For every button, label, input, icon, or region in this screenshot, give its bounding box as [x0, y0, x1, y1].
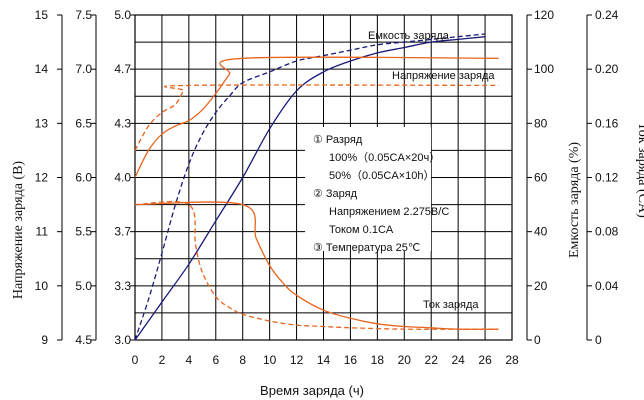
x-tick-label: 26	[478, 353, 492, 367]
voltage-cell-axis-tick-label: 3.0	[114, 333, 131, 347]
annotation-line: ② Заряд	[313, 188, 358, 200]
capacity-axis-tick-label: 80	[534, 116, 548, 130]
voltage-12v-axis-tick-label: 13	[35, 116, 49, 130]
capacity-axis-tick-label: 20	[534, 279, 548, 293]
capacity-axis-tick-label: 40	[534, 225, 548, 239]
x-tick-label: 20	[398, 353, 412, 367]
series-group	[134, 33, 499, 341]
voltage-curve-label: Напряжение заряда	[392, 70, 495, 82]
current-axis-tick-label: 0	[595, 333, 602, 347]
voltage-6v-axis-tick-label: 5.5	[75, 225, 92, 239]
x-tick-label: 16	[344, 353, 358, 367]
current-axis-tick-label: 0.16	[595, 116, 619, 130]
current-axis-tick-label: 0.04	[595, 279, 619, 293]
capacity-curve-label: Емкость заряда	[368, 30, 450, 42]
voltage-cell-axis-tick-label: 5.0	[114, 8, 131, 22]
voltage-6v-axis-tick-label: 7.5	[75, 8, 92, 22]
x-axis-title: Время заряда (ч)	[260, 383, 364, 398]
current-axis-tick-label: 0.12	[595, 171, 619, 185]
capacity-axis-tick-label: 100	[534, 62, 554, 76]
annotation-line: ③ Температура 25℃	[313, 242, 420, 254]
voltage-6v-axis-tick-label: 7.0	[75, 62, 92, 76]
voltage-6v-axis-tick-label: 6.0	[75, 171, 92, 185]
current-solid-series-line	[134, 201, 499, 330]
x-tick-label: 8	[239, 353, 246, 367]
capacity-solid-series-line	[134, 36, 486, 341]
annotation-line: 100%（0.05CA×20ч）	[329, 151, 440, 164]
current-axis-tick-label: 0.24	[595, 8, 619, 22]
annotation-line: ① Разряд	[313, 134, 363, 146]
capacity-axis-title: Емкость заряда (%)	[567, 142, 582, 258]
x-tick-label: 2	[159, 353, 166, 367]
x-tick-label: 10	[263, 353, 277, 367]
voltage-cell-axis-tick-label: 4.3	[114, 116, 131, 130]
voltage-cell-axis-tick-label: 3.7	[114, 225, 131, 239]
voltage-solid-series-line	[134, 56, 499, 178]
voltage-cell-axis-tick-label: 3.3	[114, 279, 131, 293]
voltage-dashed-series-line	[134, 84, 499, 151]
voltage-12v-axis-tick-label: 15	[35, 8, 49, 22]
annotation-line: Напряжением 2.275В/С	[329, 206, 449, 218]
annotation-line: Током 0.1CA	[329, 224, 394, 236]
current-curve-label: Ток заряда	[423, 299, 479, 311]
voltage-6v-axis-tick-label: 4.5	[75, 333, 92, 347]
voltage-cell-axis-tick-label: 4.0	[114, 171, 131, 185]
voltage-6v-axis-tick-label: 6.5	[75, 116, 92, 130]
voltage-cell-axis-tick-label: 4.7	[114, 62, 131, 76]
current-axis-tick-label: 0.20	[595, 62, 619, 76]
x-tick-label: 22	[425, 353, 439, 367]
x-tick-label: 4	[186, 353, 193, 367]
x-tick-label: 18	[371, 353, 385, 367]
axes: 0 2 4 6 8 10 12 14 16 18 20 22 24 26 2891011121314154.…	[35, 8, 619, 367]
x-tick-label: 6	[212, 353, 219, 367]
capacity-axis-tick-label: 120	[534, 8, 554, 22]
current-axis-tick-label: 0.08	[595, 225, 619, 239]
x-tick-label: 24	[451, 353, 465, 367]
current-axis-title: Ток заряда (CA)	[635, 122, 644, 218]
voltage-12v-axis-tick-label: 12	[35, 171, 49, 185]
x-tick-label: 28	[505, 353, 519, 367]
voltage-12v-axis-tick-label: 11	[36, 225, 49, 239]
annotation-line: 50%（0.05CA×10h）	[329, 169, 434, 182]
voltage-12v-axis-tick-label: 10	[35, 279, 49, 293]
current-dashed-series-line	[134, 200, 499, 330]
annotation-box	[305, 127, 431, 251]
capacity-dashed-series-line	[134, 33, 486, 341]
voltage-axis-title: Напряжение заряда (В)	[11, 161, 26, 299]
x-tick-label: 12	[290, 353, 304, 367]
capacity-axis-tick-label: 60	[534, 171, 548, 185]
capacity-axis-tick-label: 0	[534, 333, 541, 347]
voltage-12v-axis-tick-label: 9	[41, 333, 48, 347]
x-tick-label: 14	[317, 353, 331, 367]
voltage-12v-axis-tick-label: 14	[35, 62, 49, 76]
x-tick-label: 0	[132, 353, 139, 367]
voltage-6v-axis-tick-label: 5.0	[75, 279, 92, 293]
